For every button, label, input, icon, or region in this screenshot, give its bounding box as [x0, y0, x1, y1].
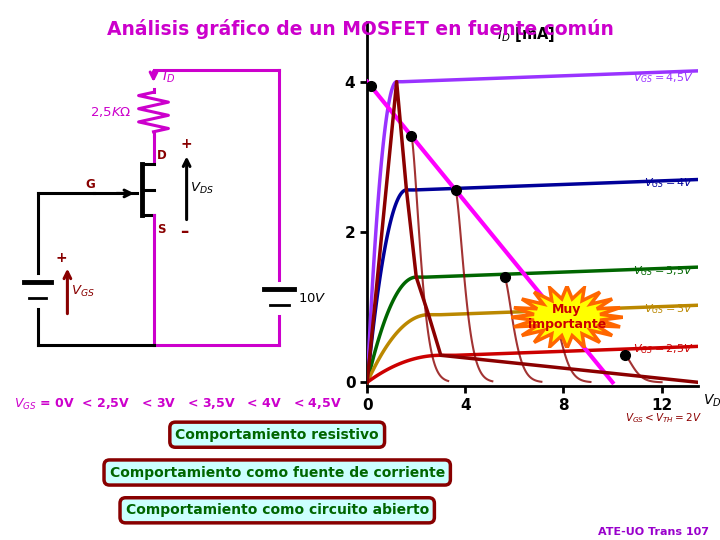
Text: D: D [157, 149, 166, 162]
Text: S: S [157, 223, 166, 236]
Text: $V_{GS}$ = 0V  < 2,5V   < 3V   < 3,5V   < 4V   < 4,5V: $V_{GS}$ = 0V < 2,5V < 3V < 3,5V < 4V < … [14, 397, 342, 412]
Text: $V_{DS}$: $V_{DS}$ [190, 180, 214, 195]
Text: +: + [56, 251, 68, 265]
Text: $V_{GS} = 3V$: $V_{GS} = 3V$ [644, 302, 693, 315]
Text: $V_{GS} = 4V$: $V_{GS} = 4V$ [644, 176, 693, 190]
Text: $V_{GS} = 3{,}5V$: $V_{GS} = 3{,}5V$ [633, 264, 693, 278]
Text: $I_D$ [mA]: $I_D$ [mA] [498, 25, 556, 44]
Text: +: + [180, 137, 192, 151]
Text: $10V$: $10V$ [297, 292, 326, 305]
Text: G: G [86, 178, 95, 191]
Text: –: – [180, 223, 188, 241]
Text: $V_{GS} = 4{,}5V$: $V_{GS} = 4{,}5V$ [633, 71, 693, 85]
Text: $V_{GS}$: $V_{GS}$ [71, 284, 94, 299]
Text: Comportamiento como circuito abierto: Comportamiento como circuito abierto [125, 503, 429, 517]
Text: $I_D$: $I_D$ [162, 69, 175, 85]
Text: $V_{GS} < V_{TH} = 2V$: $V_{GS} < V_{TH} = 2V$ [625, 411, 701, 424]
Text: $2{,}5K\Omega$: $2{,}5K\Omega$ [90, 105, 131, 119]
Text: $V_{GS} = 2{,}5V$: $V_{GS} = 2{,}5V$ [633, 342, 693, 356]
Text: Muy
importante: Muy importante [528, 303, 606, 331]
Text: Comportamiento resistivo: Comportamiento resistivo [176, 428, 379, 442]
Text: ATE-UO Trans 107: ATE-UO Trans 107 [598, 527, 709, 537]
Text: $V_{DS}$ [V]: $V_{DS}$ [V] [703, 392, 720, 409]
Polygon shape [511, 286, 623, 348]
Text: Análisis gráfico de un MOSFET en fuente común: Análisis gráfico de un MOSFET en fuente … [107, 19, 613, 39]
Text: Comportamiento como fuente de corriente: Comportamiento como fuente de corriente [109, 465, 445, 480]
